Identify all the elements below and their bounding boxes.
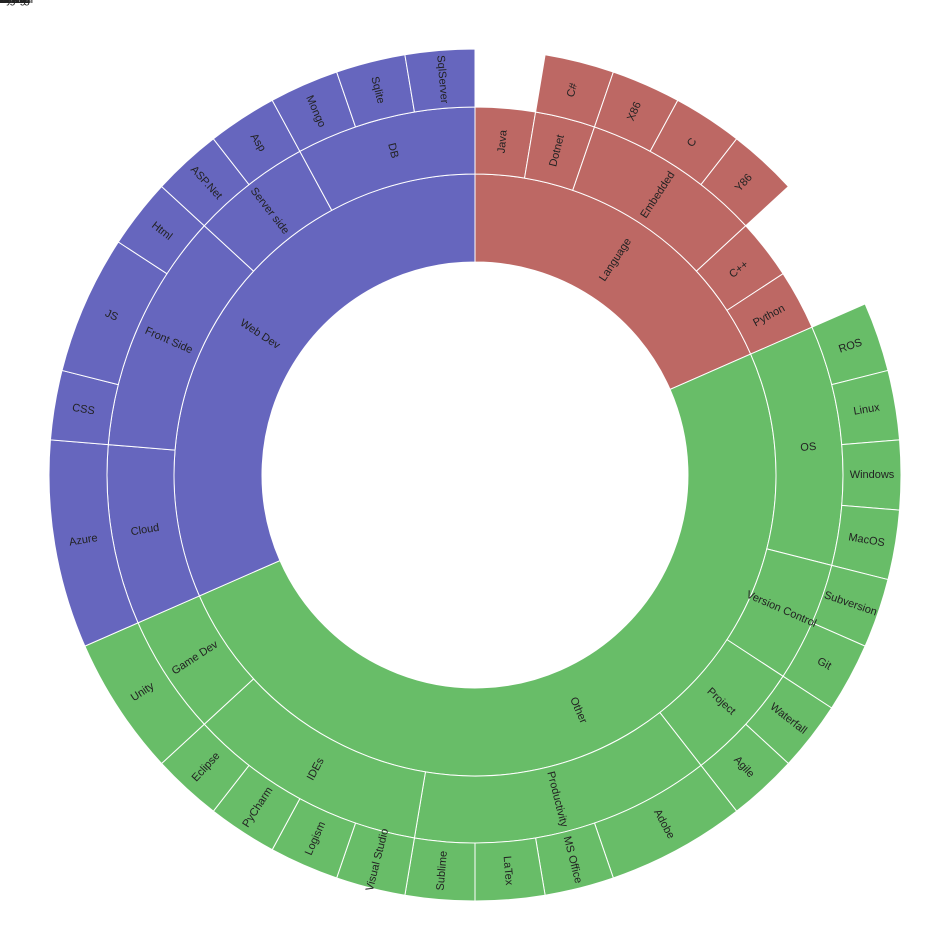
label-cloud-d2: Cloud: [130, 522, 160, 539]
label-android-ios-d4: Android/IOS: [0, 0, 30, 6]
label-app-insights-d4: App Insights: [0, 0, 31, 6]
label-blob-storage-d4: Blob Storage: [0, 0, 32, 6]
label-app-hosting-d4: App Hosting: [0, 0, 30, 6]
label-git-d3: Git: [815, 655, 833, 672]
label-java-d2: Java: [496, 129, 510, 154]
sunburst-arcs: [49, 48, 902, 902]
label-sublime-d3: Sublime: [435, 850, 450, 891]
label-linux-d3: Linux: [853, 401, 881, 417]
label-js-d3: JS: [103, 307, 120, 323]
label-macos-d3: MacOS: [848, 531, 886, 549]
label-sqlserver-d3: SqlServer: [434, 55, 450, 104]
label-azure-d3: Azure: [68, 532, 98, 549]
arc-sqlserver-d3[interactable]: [404, 48, 476, 113]
label-css-d3: CSS: [71, 402, 95, 418]
label-gatsbyjs-d4: GatsbyJs: [0, 0, 23, 6]
label-react-d4: React: [0, 0, 14, 6]
label-db-d2: DB: [385, 142, 400, 160]
label-c-d4: C#: [0, 0, 8, 6]
label-acrobat-pro-d4: Acrobat Pro: [0, 0, 29, 6]
label-latex-d3: LaTex: [501, 856, 515, 887]
arc-y86-d3[interactable]: [700, 138, 790, 227]
label-dreamweaver-d4: Dreamweaver: [0, 0, 35, 6]
label-windows-d3: Windows: [850, 469, 895, 481]
label-c-d3: C#: [565, 81, 580, 98]
label-os-d2: OS: [800, 441, 817, 454]
